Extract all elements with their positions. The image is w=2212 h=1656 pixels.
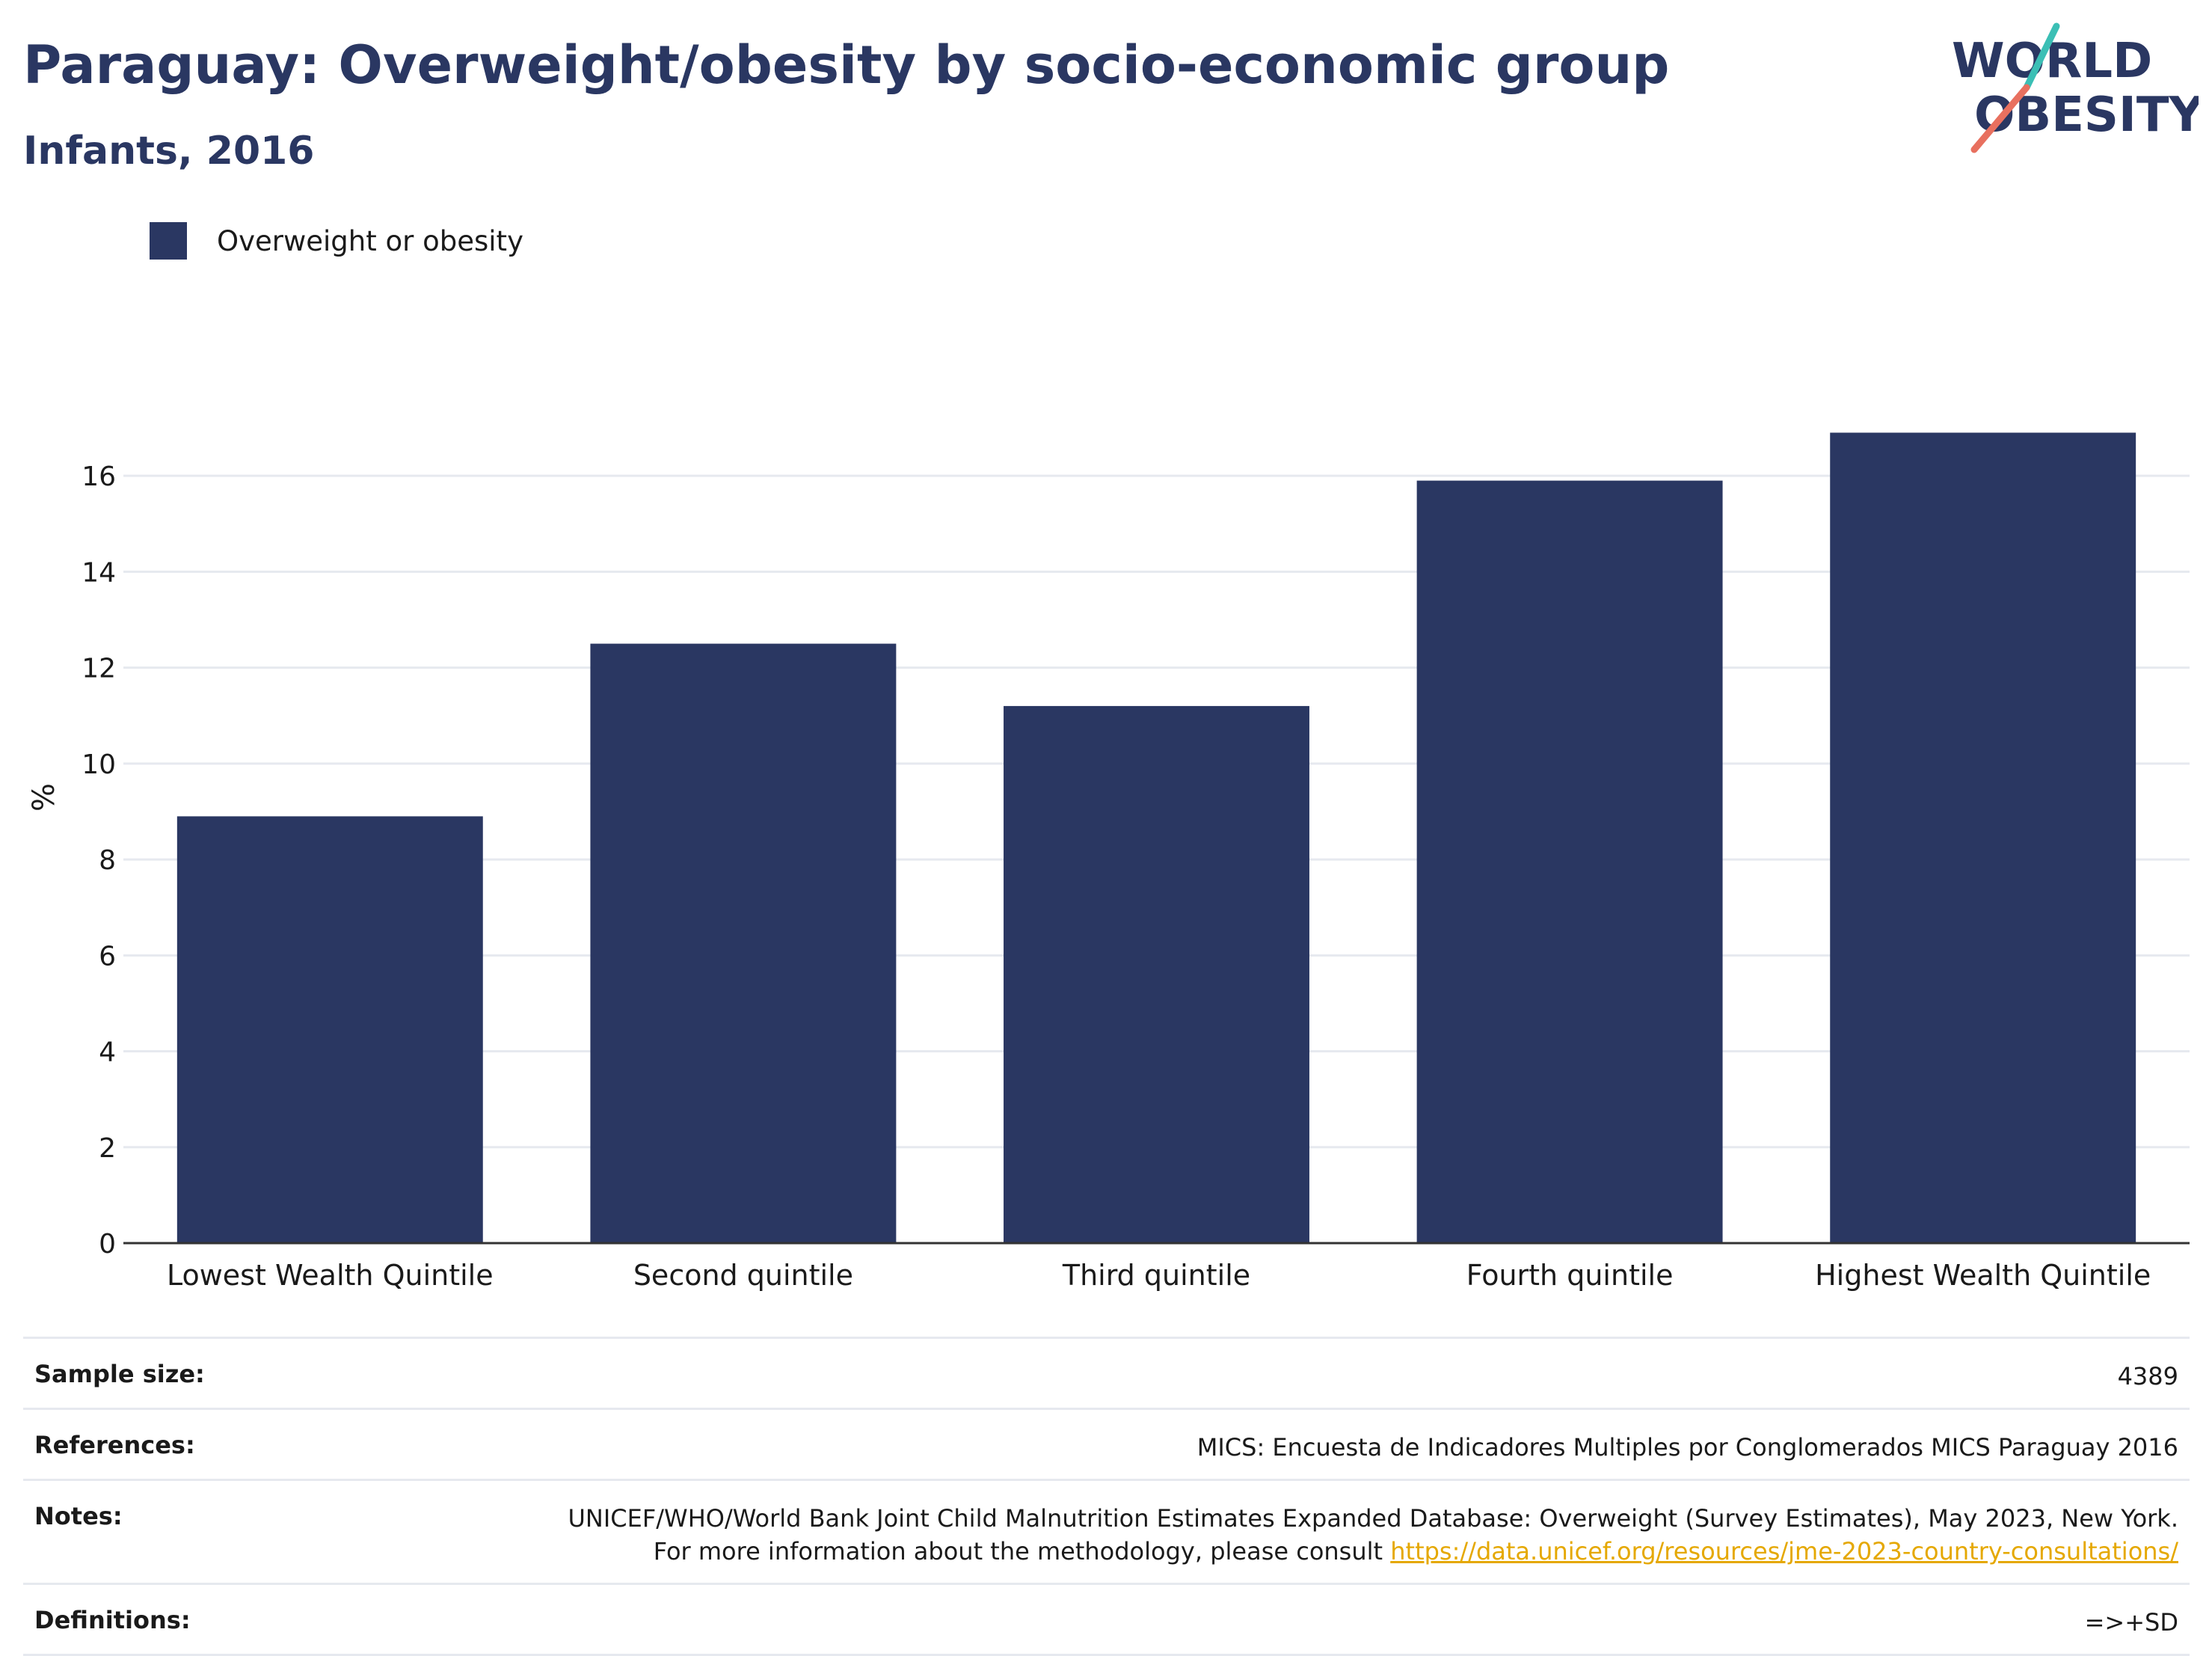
x-tick-label: Third quintile — [1062, 1259, 1250, 1292]
bar — [1416, 480, 1723, 1243]
x-tick-label: Lowest Wealth Quintile — [167, 1259, 494, 1292]
y-tick-label: 12 — [82, 654, 116, 684]
legend-swatch — [150, 222, 187, 260]
references-row: References: MICS: Encuesta de Indicadore… — [23, 1408, 2190, 1479]
sample-size-row: Sample size: 4389 — [23, 1337, 2190, 1408]
y-tick-label: 6 — [99, 941, 116, 972]
y-tick-label: 10 — [82, 749, 116, 780]
references-value: MICS: Encuesta de Indicadores Multiples … — [1196, 1433, 2178, 1462]
notes-value: UNICEF/WHO/World Bank Joint Child Malnut… — [563, 1502, 2179, 1568]
notes-row: Notes: UNICEF/WHO/World Bank Joint Child… — [23, 1479, 2190, 1583]
metadata-table: Sample size: 4389 References: MICS: Encu… — [23, 1337, 2190, 1656]
notes-text: UNICEF/WHO/World Bank Joint Child Malnut… — [568, 1504, 2179, 1565]
y-tick-label: 14 — [82, 557, 116, 588]
y-tick-label: 2 — [99, 1133, 116, 1164]
legend-label: Overweight or obesity — [217, 224, 523, 257]
bar-chart: 0 2 4 6 8 10 12 14 16 Lowest Wealth Quintile Secon… — [82, 432, 2190, 1292]
x-tick-label: Second quintile — [633, 1259, 853, 1292]
chart-title: Paraguay: Overweight/obesity by socio-ec… — [23, 34, 1670, 96]
y-tick-label: 0 — [99, 1229, 116, 1260]
x-tick-label: Fourth quintile — [1466, 1259, 1674, 1292]
world-obesity-logo: WORLD OBESITY — [1952, 22, 2199, 153]
bar — [1004, 705, 1309, 1243]
references-label: References: — [34, 1431, 195, 1459]
bar — [1830, 432, 2136, 1244]
chart-subtitle: Infants, 2016 — [23, 129, 315, 174]
y-tick-label: 8 — [99, 845, 116, 876]
bar — [590, 643, 897, 1243]
definitions-value: =>+SD — [2084, 1608, 2178, 1637]
sample-size-value: 4389 — [2117, 1362, 2178, 1390]
logo-slash-teal — [2023, 22, 2060, 91]
bar — [176, 816, 483, 1243]
chart-legend: Overweight or obesity — [150, 221, 523, 260]
y-tick-label: 16 — [82, 461, 116, 492]
y-tick-label: 4 — [99, 1037, 116, 1068]
logo-word-obesity: OBESITY — [1974, 88, 2199, 143]
definitions-row: Definitions: =>+SD — [23, 1583, 2190, 1656]
logo-slash-coral — [1970, 84, 2030, 153]
y-axis-label: % — [27, 782, 61, 812]
methodology-link[interactable]: https://data.unicef.org/resources/jme-20… — [1390, 1537, 2178, 1565]
x-tick-label: Highest Wealth Quintile — [1815, 1259, 2151, 1292]
notes-label: Notes: — [34, 1502, 123, 1530]
definitions-label: Definitions: — [34, 1606, 191, 1634]
sample-size-label: Sample size: — [34, 1360, 205, 1388]
